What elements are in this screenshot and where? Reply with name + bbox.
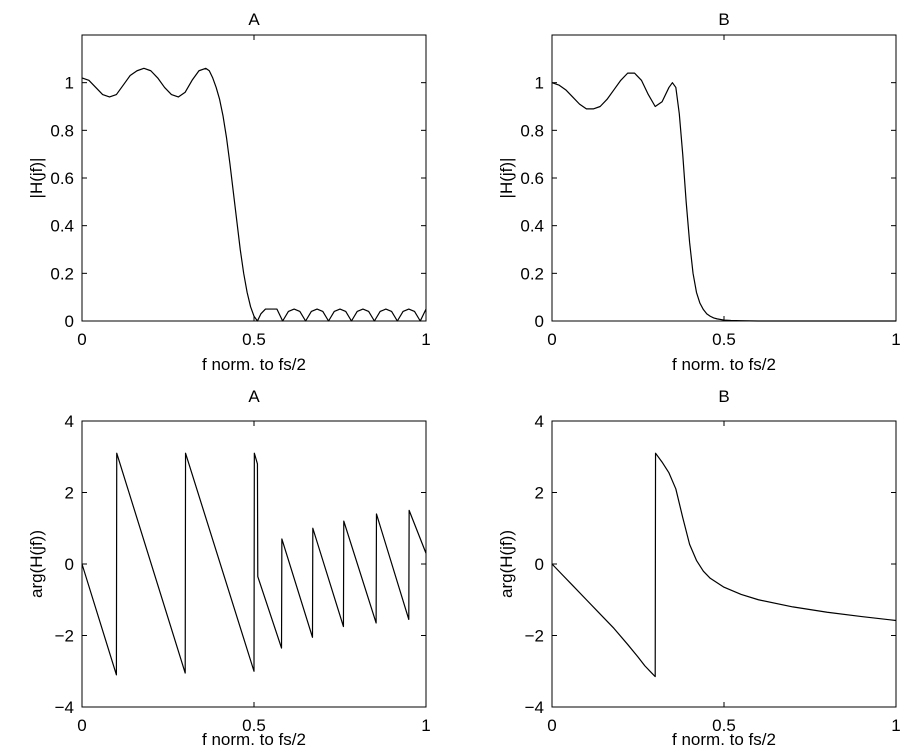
panel-title: A — [248, 10, 260, 29]
y-tick-label: 0.8 — [50, 121, 74, 140]
y-axis-label: |H(jf)| — [27, 158, 46, 199]
y-tick-label: 1 — [65, 74, 74, 93]
y-tick-label: 0.8 — [520, 121, 544, 140]
y-tick-label: 0.2 — [520, 264, 544, 283]
x-axis-label: f norm. to fs/2 — [202, 355, 306, 374]
phase-trace — [551, 452, 897, 678]
phase-trace — [81, 452, 427, 676]
x-tick-label: 1 — [421, 716, 430, 735]
y-tick-label: 4 — [535, 412, 544, 431]
y-tick-label: 0.2 — [50, 264, 74, 283]
x-axis-label: f norm. to fs/2 — [202, 730, 306, 749]
y-tick-label: −4 — [55, 698, 74, 717]
x-tick-label: 1 — [891, 716, 900, 735]
y-axis-label: |H(jf)| — [497, 158, 516, 199]
y-tick-label: 0.4 — [520, 217, 544, 236]
y-tick-label: −4 — [525, 698, 544, 717]
x-tick-label: 1 — [891, 330, 900, 349]
x-ticks: 0 0.5 1 — [77, 35, 431, 349]
x-tick-label: 0 — [547, 330, 556, 349]
y-tick-label: −2 — [525, 627, 544, 646]
y-tick-label: 2 — [65, 484, 74, 503]
panel-title: A — [248, 387, 260, 406]
magnitude-trace — [551, 72, 896, 322]
x-tick-label: 0.5 — [242, 330, 266, 349]
y-tick-label: 0.4 — [50, 217, 74, 236]
plot-frame — [81, 34, 427, 322]
y-ticks: 0 0.2 0.4 0.6 0.8 1 — [50, 74, 426, 331]
x-axis-label: f norm. to fs/2 — [672, 355, 776, 374]
x-tick-label: 1 — [421, 330, 430, 349]
y-axis-label: arg(H(jf)) — [497, 530, 516, 598]
y-tick-label: 2 — [535, 484, 544, 503]
y-tick-label: −2 — [55, 627, 74, 646]
x-axis-label: f norm. to fs/2 — [672, 730, 776, 749]
plot-frame — [551, 420, 897, 708]
y-ticks: −4 −2 0 2 4 — [525, 412, 896, 717]
y-ticks: −4 −2 0 2 4 — [55, 412, 426, 717]
y-tick-label: 4 — [65, 412, 74, 431]
panel-title: B — [718, 387, 729, 406]
x-tick-label: 0 — [77, 330, 86, 349]
x-tick-label: 0.5 — [242, 716, 266, 735]
panel-magnitude-b: B 0 0.5 1 00.20.40.60.81 f norm. to fs/2 |… — [497, 10, 900, 374]
y-tick-label: 0 — [535, 555, 544, 574]
x-ticks: 0 0.5 1 — [77, 421, 431, 735]
y-tick-label: 0 — [65, 555, 74, 574]
y-tick-label: 0.6 — [520, 169, 544, 188]
y-ticks: 0 0.2 0.4 0.6 0.8 1 — [520, 74, 896, 331]
panel-title: B — [718, 10, 729, 29]
y-axis-label: arg(H(jf)) — [27, 530, 46, 598]
x-tick-label: 0.5 — [712, 716, 736, 735]
magnitude-trace — [81, 67, 427, 322]
panel-magnitude-a: A 0 0.5 1 00.20.40.60.81 f norm. to fs/2 |… — [27, 10, 431, 374]
x-ticks: 0 0.5 1 — [547, 421, 900, 735]
x-tick-label: 0 — [547, 716, 556, 735]
x-tick-label: 0 — [77, 716, 86, 735]
y-tick-label: 0 — [65, 312, 74, 331]
x-ticks: 0 0.5 1 — [547, 35, 900, 349]
plot-frame — [551, 34, 897, 322]
y-tick-label: 0.6 — [50, 169, 74, 188]
y-tick-label: 1 — [535, 74, 544, 93]
x-tick-label: 0.5 — [712, 330, 736, 349]
y-tick-label: 0 — [535, 312, 544, 331]
